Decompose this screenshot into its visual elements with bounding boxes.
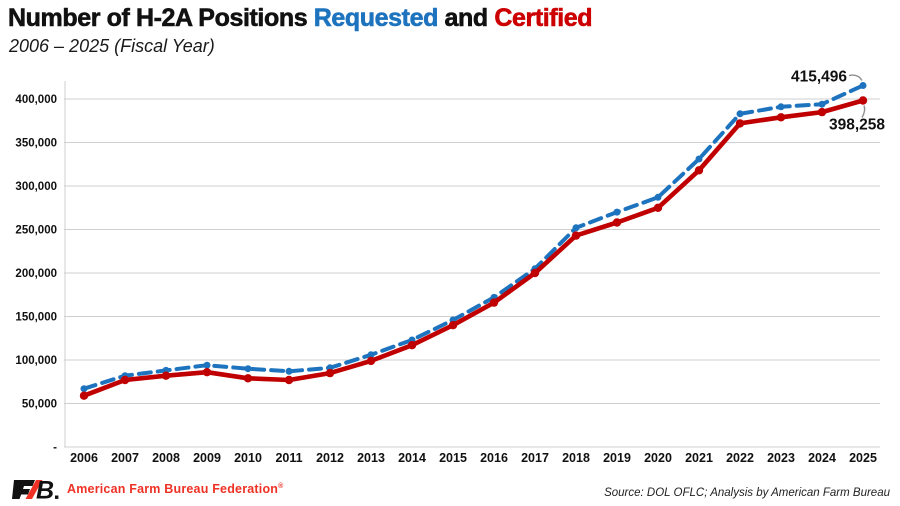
registered-mark: ® <box>278 482 284 490</box>
data-point-requested <box>285 367 293 375</box>
data-point-requested <box>367 351 375 359</box>
annotation-requested-value: 415,496 <box>791 69 847 86</box>
y-axis-tick-label: 200,000 <box>15 268 57 280</box>
data-point-certified <box>612 218 622 227</box>
y-axis-tick-label: 400,000 <box>15 94 57 106</box>
x-axis-tick-label: 2009 <box>193 451 221 465</box>
data-point-certified <box>489 298 499 307</box>
title-certified-word: Certified <box>494 4 593 33</box>
data-point-requested <box>572 224 580 232</box>
x-axis-tick-label: 2018 <box>562 451 590 465</box>
data-point-requested <box>80 385 88 393</box>
y-axis-tick-label: - <box>53 442 57 454</box>
data-point-requested <box>613 208 621 216</box>
x-axis-tick-label: 2025 <box>849 451 877 465</box>
data-point-certified <box>858 96 868 105</box>
chart-svg: - 50,000 100,000 150,000 200,000 250,000 300,0… <box>15 69 885 465</box>
annotation-certified-value: 398,258 <box>829 117 885 134</box>
x-axis-tick-label: 2006 <box>70 451 98 465</box>
x-axis-tick-label: 2024 <box>808 451 836 465</box>
data-point-certified <box>735 119 745 128</box>
data-point-certified <box>407 341 417 350</box>
y-axis-tick-label: 350,000 <box>15 138 57 150</box>
data-point-requested <box>736 110 744 118</box>
x-axis-tick-label: 2011 <box>275 451 302 465</box>
data-point-certified <box>817 107 827 117</box>
data-point-certified <box>243 374 253 383</box>
x-axis-tick-label: 2019 <box>603 451 631 465</box>
x-axis-tick-label: 2023 <box>767 451 795 465</box>
data-point-requested <box>818 100 826 108</box>
x-axis-tick-label: 2007 <box>111 451 139 465</box>
x-axis-tick-label: 2022 <box>726 451 754 465</box>
data-point-certified <box>366 356 376 366</box>
data-point-certified <box>530 268 540 278</box>
y-axis-tick-label: 250,000 <box>15 225 57 237</box>
x-axis-tick-label: 2017 <box>521 451 549 465</box>
data-point-certified <box>325 368 335 378</box>
data-point-certified <box>202 368 212 377</box>
data-point-requested <box>859 82 867 89</box>
chart-subtitle: 2006 – 2025 (Fiscal Year) <box>9 36 215 56</box>
x-axis-tick-label: 2012 <box>316 451 344 465</box>
x-axis-tick-label: 2008 <box>152 451 180 465</box>
data-point-certified <box>79 391 89 400</box>
chart-title: Number of H-2A Positions Requested and C… <box>8 4 593 33</box>
data-point-requested <box>203 361 211 369</box>
data-point-requested <box>695 155 703 163</box>
y-axis-tick-label: 150,000 <box>15 312 57 324</box>
data-point-certified <box>448 321 458 330</box>
y-axis-tick-label: 50,000 <box>22 399 57 411</box>
title-and-word: and <box>437 4 495 33</box>
source-note: Source: DOL OFLC; Analysis by American F… <box>604 487 890 499</box>
data-point-certified <box>161 371 171 380</box>
x-axis-tick-label: 2015 <box>439 451 467 465</box>
data-point-certified <box>120 375 130 385</box>
data-point-certified <box>284 375 294 385</box>
series-line-requested <box>82 83 865 391</box>
afbf-logo-icon: B <box>12 478 59 500</box>
data-point-certified <box>571 231 581 240</box>
annotation-leader-line <box>861 105 866 118</box>
y-axis-tick-label: 300,000 <box>15 181 57 193</box>
title-requested-word: Requested <box>313 4 438 33</box>
data-point-requested <box>654 193 662 201</box>
annotation-leader-line <box>848 74 863 81</box>
footer-brand: B American Farm Bureau Federation® <box>10 478 283 500</box>
x-axis-tick-label: 2016 <box>480 451 508 465</box>
x-axis-tick-label: 2010 <box>234 451 262 465</box>
x-axis-tick-label: 2020 <box>644 451 672 465</box>
x-axis-tick-label: 2014 <box>398 451 426 465</box>
svg-text:B: B <box>36 478 54 500</box>
title-prefix: Number of H-2A Positions <box>8 4 314 33</box>
data-point-requested <box>244 365 252 373</box>
data-point-requested <box>777 103 785 111</box>
data-point-certified <box>694 166 704 175</box>
x-axis-tick-label: 2013 <box>357 451 385 465</box>
brand-name: American Farm Bureau Federation® <box>67 482 284 496</box>
data-point-certified <box>776 113 786 122</box>
chart-area: - 50,000 100,000 150,000 200,000 250,000 300,0… <box>0 58 900 478</box>
y-axis-tick-label: 100,000 <box>15 355 57 367</box>
x-axis-tick-label: 2021 <box>685 451 713 465</box>
data-point-certified <box>653 203 663 212</box>
series-line-certified <box>81 98 866 399</box>
